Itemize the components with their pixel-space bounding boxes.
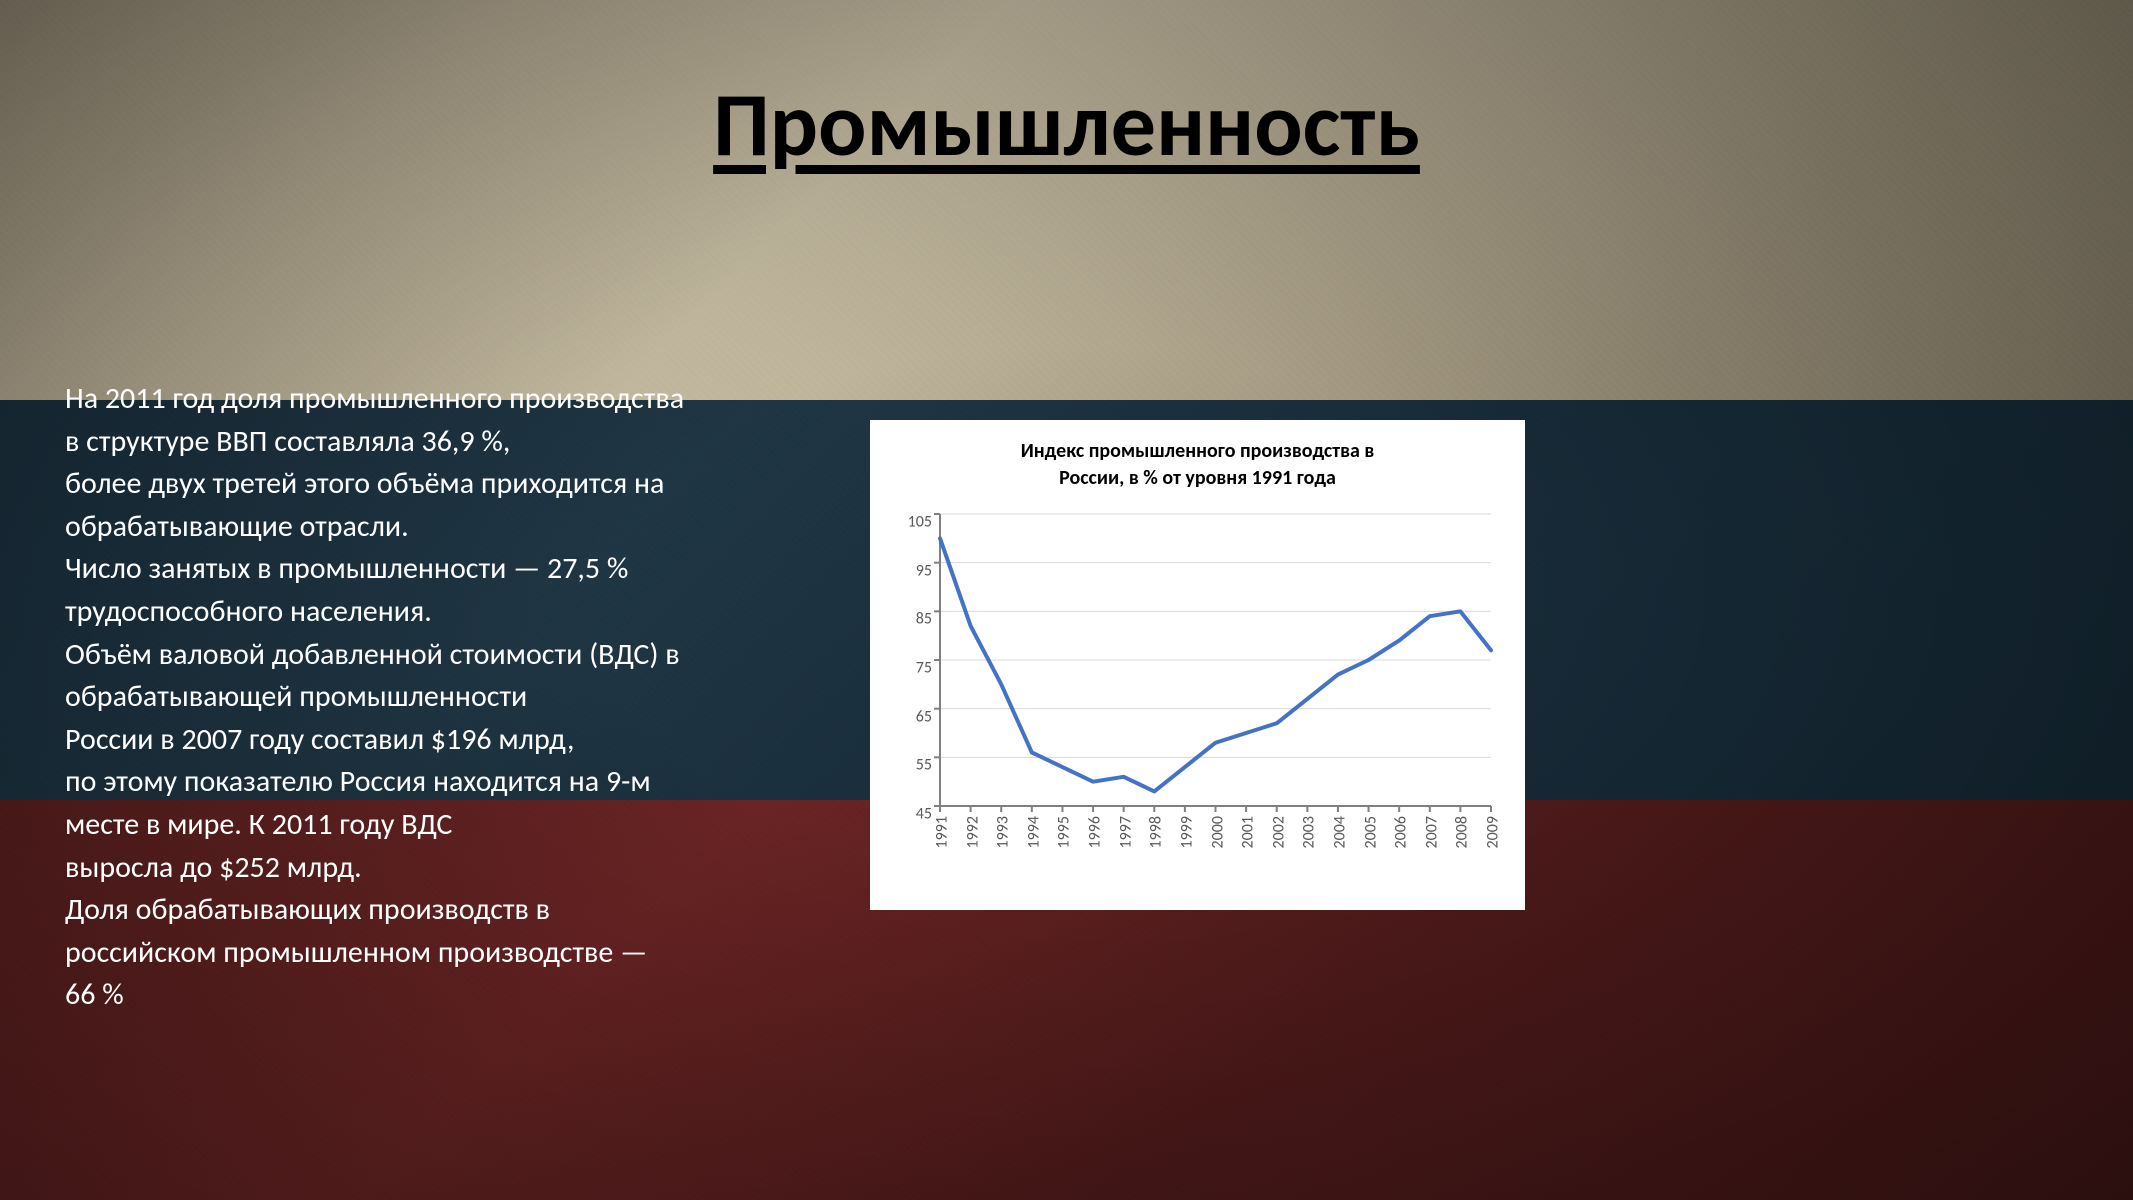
chart-ytick-label: 105 <box>908 513 940 532</box>
chart-ytick-label: 95 <box>916 561 940 580</box>
chart-xtick-label: 2001 <box>1235 816 1258 848</box>
chart-ytick-label: 85 <box>916 610 940 629</box>
chart-xtick-label: 1993 <box>990 816 1013 848</box>
chart-ytick-label: 75 <box>916 659 940 678</box>
chart-container: Индекс промышленного производства в Росс… <box>870 420 1525 910</box>
chart-xtick-label: 2000 <box>1204 816 1227 848</box>
chart-xtick-label: 2006 <box>1388 816 1411 848</box>
slide-title: Промышленность <box>713 70 1420 180</box>
chart-xtick-label: 2007 <box>1418 816 1441 848</box>
chart-xtick-label: 1999 <box>1173 816 1196 848</box>
chart-ytick-label: 65 <box>916 707 940 726</box>
chart-xtick-label: 1995 <box>1051 816 1074 848</box>
chart-plot-inner: 4555657585951051991199219931994199519961… <box>940 514 1491 806</box>
chart-svg <box>940 514 1491 806</box>
flag-stripe-white <box>0 0 2133 400</box>
chart-xtick-label: 2009 <box>1480 816 1503 848</box>
chart-xtick-label: 1992 <box>959 816 982 848</box>
chart-xtick-label: 1996 <box>1082 816 1105 848</box>
chart-xtick-label: 2004 <box>1326 816 1349 848</box>
chart-xtick-label: 2003 <box>1296 816 1319 848</box>
chart-plot: 4555657585951051991199219931994199519961… <box>890 506 1505 866</box>
slide-body-text: На 2011 год доля промышленного производс… <box>65 378 745 1017</box>
chart-ytick-label: 55 <box>916 756 940 775</box>
chart-xtick-label: 2005 <box>1357 816 1380 848</box>
chart-xtick-label: 1997 <box>1112 816 1135 848</box>
chart-xtick-label: 1991 <box>929 816 952 848</box>
chart-xtick-label: 1994 <box>1020 816 1043 848</box>
chart-xtick-label: 2002 <box>1265 816 1288 848</box>
chart-title: Индекс промышленного производства в Росс… <box>890 438 1505 492</box>
chart-xtick-label: 2008 <box>1449 816 1472 848</box>
chart-xtick-label: 1998 <box>1143 816 1166 848</box>
